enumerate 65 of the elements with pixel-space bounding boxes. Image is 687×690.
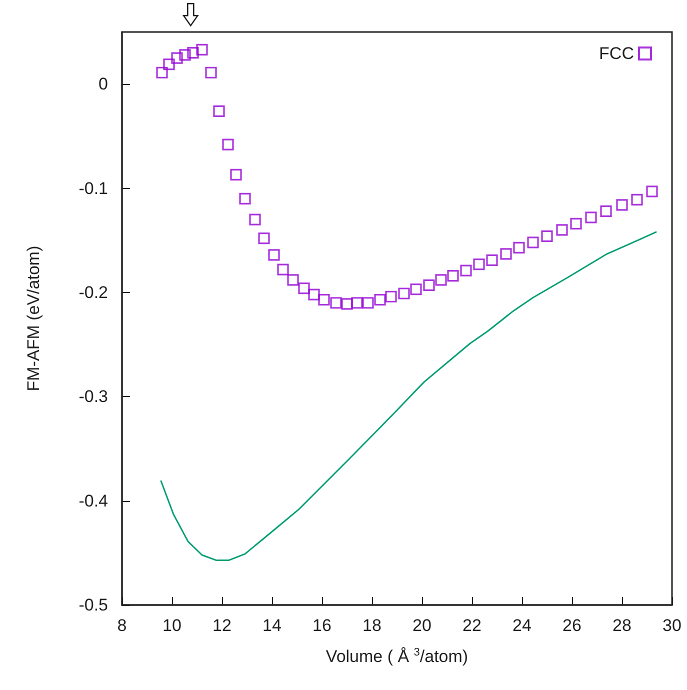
y-tick-label: -0.5 <box>78 596 108 614</box>
point <box>258 232 270 244</box>
point <box>646 186 658 198</box>
line-series <box>160 231 657 561</box>
point <box>362 297 374 309</box>
point <box>268 249 280 261</box>
x-tick-label: 18 <box>362 616 382 635</box>
point <box>556 224 568 236</box>
point <box>351 297 363 309</box>
point <box>330 297 342 309</box>
point <box>163 58 175 70</box>
point <box>318 294 330 306</box>
point <box>410 284 422 296</box>
point <box>486 254 498 266</box>
point <box>179 49 191 61</box>
point <box>460 264 472 276</box>
x-tick-label: 10 <box>162 616 182 635</box>
x-tick-label: 16 <box>312 616 332 635</box>
point <box>205 66 217 78</box>
legend-label: FCC <box>599 44 634 63</box>
point <box>435 274 447 286</box>
point <box>398 288 410 300</box>
x-tick-label: 20 <box>412 616 432 635</box>
x-tick-label: 14 <box>262 616 282 635</box>
y-tick-label: -0.1 <box>78 178 108 198</box>
x-tick-label: 30 <box>662 616 682 635</box>
y-tick-label: -0.2 <box>78 282 108 302</box>
point <box>287 274 299 286</box>
point <box>447 270 459 282</box>
y-tick-label: -0.3 <box>78 387 108 406</box>
point <box>473 258 485 270</box>
point <box>385 290 397 302</box>
point <box>570 218 582 230</box>
point <box>230 168 242 181</box>
y-tick-label: -0.4 <box>78 491 108 510</box>
point <box>222 138 234 150</box>
point <box>600 205 612 217</box>
point <box>171 52 183 64</box>
point <box>196 44 208 56</box>
x-tick-label: 28 <box>612 616 632 635</box>
x-tick-label: 24 <box>512 616 532 635</box>
x-tick-label: 26 <box>562 616 582 635</box>
point <box>298 282 310 294</box>
point <box>585 212 597 224</box>
point <box>341 298 353 310</box>
point <box>631 194 643 206</box>
x-tick-label: 12 <box>212 616 232 635</box>
point <box>500 248 512 260</box>
y-axis-title: FM-AFM (eV/atom) <box>24 246 43 392</box>
x-tick-label: 22 <box>462 616 482 635</box>
point <box>541 230 553 242</box>
point <box>213 105 225 117</box>
point <box>156 66 168 78</box>
point <box>308 288 320 300</box>
y-tick-label: 0 <box>98 74 108 94</box>
point <box>277 264 289 276</box>
point <box>616 199 628 211</box>
point <box>527 236 539 248</box>
point <box>374 294 386 306</box>
point <box>187 47 199 59</box>
point <box>249 214 261 226</box>
point <box>423 279 435 291</box>
point <box>513 242 525 254</box>
point <box>239 192 251 204</box>
x-tick-label: 8 <box>117 616 127 635</box>
